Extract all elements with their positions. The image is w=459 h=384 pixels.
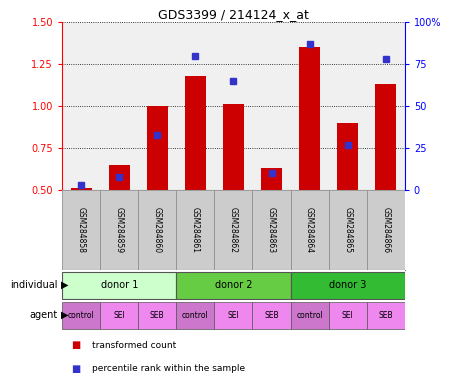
- Text: SEI: SEI: [113, 311, 125, 319]
- Bar: [328, 301, 366, 328]
- Text: GSM284865: GSM284865: [342, 207, 352, 253]
- Bar: [223, 104, 243, 190]
- Bar: [185, 76, 205, 190]
- Bar: [298, 47, 319, 190]
- Text: ▶: ▶: [61, 280, 68, 290]
- Text: donor 1: donor 1: [101, 280, 138, 290]
- Text: transformed count: transformed count: [92, 341, 176, 350]
- Bar: [290, 301, 328, 328]
- Text: GSM284866: GSM284866: [381, 207, 389, 253]
- Text: GSM284864: GSM284864: [304, 207, 313, 253]
- Bar: [108, 165, 129, 190]
- Bar: [62, 301, 100, 328]
- Title: GDS3399 / 214124_x_at: GDS3399 / 214124_x_at: [158, 8, 308, 21]
- Text: GSM284862: GSM284862: [229, 207, 237, 253]
- Text: individual: individual: [10, 280, 57, 290]
- Bar: [176, 301, 214, 328]
- Text: GSM284860: GSM284860: [152, 207, 162, 253]
- Text: ▶: ▶: [61, 310, 68, 320]
- Bar: [290, 271, 404, 298]
- Text: GSM284863: GSM284863: [266, 207, 275, 253]
- Text: SEB: SEB: [263, 311, 278, 319]
- Bar: [176, 271, 290, 298]
- Bar: [146, 106, 168, 190]
- Bar: [336, 123, 358, 190]
- Bar: [71, 188, 91, 190]
- Text: SEI: SEI: [227, 311, 239, 319]
- Bar: [62, 271, 176, 298]
- Text: percentile rank within the sample: percentile rank within the sample: [92, 364, 245, 373]
- Bar: [100, 190, 138, 270]
- Bar: [214, 301, 252, 328]
- Text: agent: agent: [29, 310, 57, 320]
- Bar: [138, 190, 176, 270]
- Bar: [252, 190, 290, 270]
- Text: control: control: [296, 311, 322, 319]
- Text: GSM284861: GSM284861: [190, 207, 200, 253]
- Text: GSM284859: GSM284859: [114, 207, 123, 253]
- Bar: [328, 190, 366, 270]
- Bar: [100, 301, 138, 328]
- Bar: [252, 301, 290, 328]
- Bar: [290, 190, 328, 270]
- Text: SEB: SEB: [150, 311, 164, 319]
- Text: ■: ■: [71, 364, 80, 374]
- Text: donor 3: donor 3: [328, 280, 365, 290]
- Text: GSM284858: GSM284858: [77, 207, 85, 253]
- Bar: [375, 84, 395, 190]
- Bar: [138, 301, 176, 328]
- Bar: [62, 190, 100, 270]
- Bar: [261, 168, 281, 190]
- Bar: [366, 301, 404, 328]
- Text: SEI: SEI: [341, 311, 353, 319]
- Text: control: control: [67, 311, 94, 319]
- Bar: [366, 190, 404, 270]
- Bar: [214, 190, 252, 270]
- Text: ■: ■: [71, 341, 80, 351]
- Text: donor 2: donor 2: [214, 280, 252, 290]
- Text: control: control: [182, 311, 208, 319]
- Text: SEB: SEB: [378, 311, 392, 319]
- Bar: [176, 190, 214, 270]
